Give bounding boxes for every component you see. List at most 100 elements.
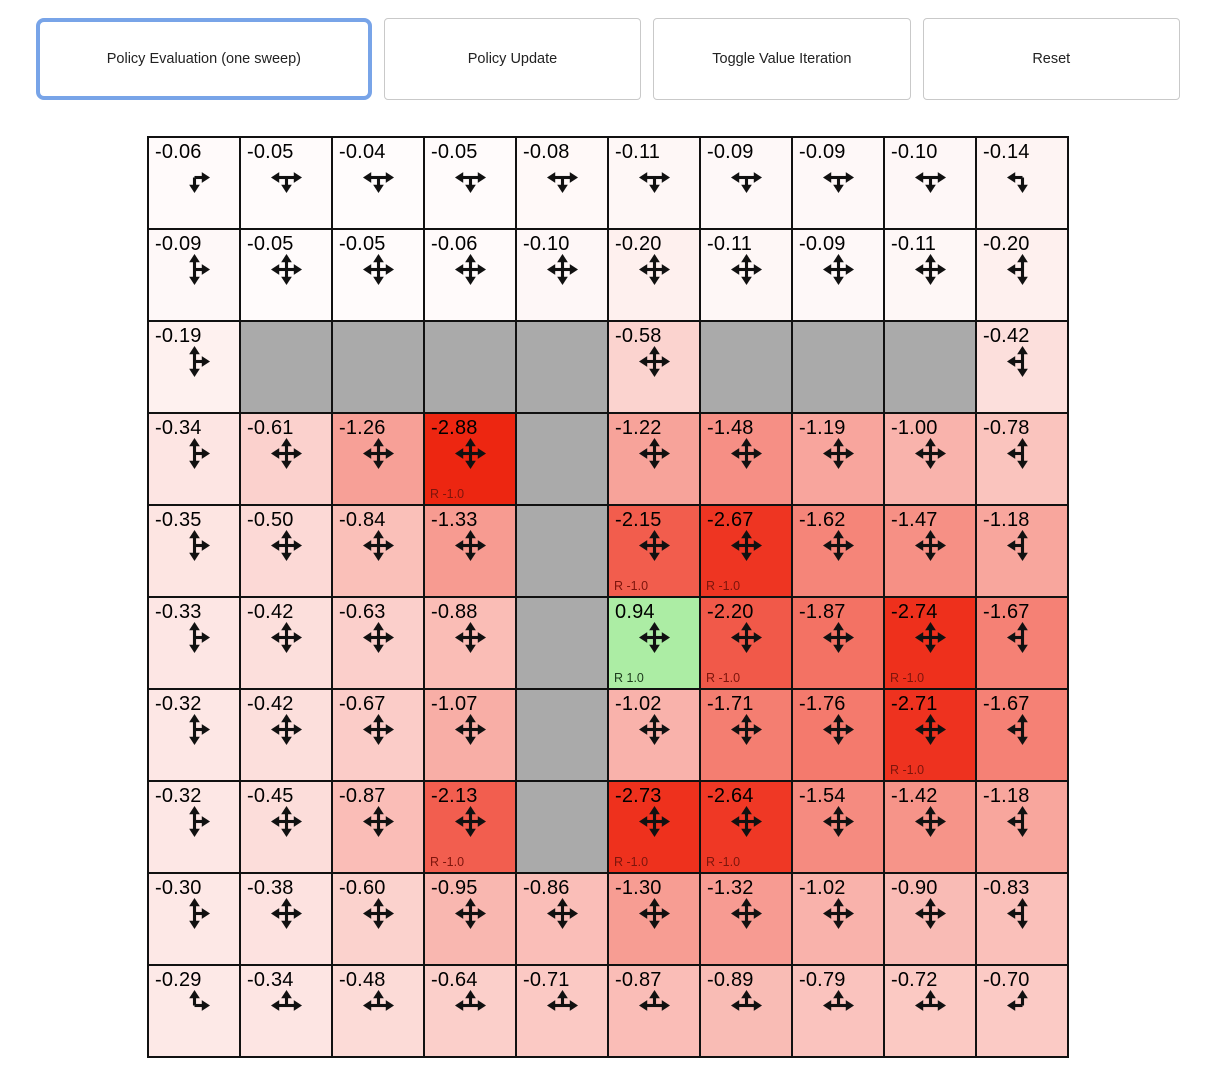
wall-cell-r3c4[interactable] (516, 413, 608, 505)
grid-cell-r6c3[interactable]: -1.07 (424, 689, 516, 781)
grid-cell-r9c3[interactable]: -0.64 (424, 965, 516, 1057)
grid-cell-r3c1[interactable]: -0.61 (240, 413, 332, 505)
grid-cell-r5c2[interactable]: -0.63 (332, 597, 424, 689)
grid-cell-r0c2[interactable]: -0.04 (332, 137, 424, 229)
policy-evaluation-button[interactable]: Policy Evaluation (one sweep) (36, 18, 372, 100)
grid-cell-r1c5[interactable]: -0.20 (608, 229, 700, 321)
grid-cell-r3c7[interactable]: -1.19 (792, 413, 884, 505)
grid-cell-r0c0[interactable]: -0.06 (148, 137, 240, 229)
grid-cell-r5c3[interactable]: -0.88 (424, 597, 516, 689)
grid-cell-r7c7[interactable]: -1.54 (792, 781, 884, 873)
grid-cell-r9c1[interactable]: -0.34 (240, 965, 332, 1057)
grid-cell-r8c0[interactable]: -0.30 (148, 873, 240, 965)
wall-cell-r6c4[interactable] (516, 689, 608, 781)
grid-cell-r6c8[interactable]: -2.71 R -1.0 (884, 689, 976, 781)
grid-cell-r1c3[interactable]: -0.06 (424, 229, 516, 321)
wall-cell-r2c1[interactable] (240, 321, 332, 413)
grid-cell-r8c9[interactable]: -0.83 (976, 873, 1068, 965)
wall-cell-r2c4[interactable] (516, 321, 608, 413)
grid-cell-r4c1[interactable]: -0.50 (240, 505, 332, 597)
grid-cell-r0c6[interactable]: -0.09 (700, 137, 792, 229)
grid-cell-r5c1[interactable]: -0.42 (240, 597, 332, 689)
grid-cell-r9c2[interactable]: -0.48 (332, 965, 424, 1057)
grid-cell-r0c1[interactable]: -0.05 (240, 137, 332, 229)
grid-cell-r5c6[interactable]: -2.20 R -1.0 (700, 597, 792, 689)
grid-cell-r6c1[interactable]: -0.42 (240, 689, 332, 781)
grid-cell-r7c1[interactable]: -0.45 (240, 781, 332, 873)
reset-button[interactable]: Reset (922, 18, 1180, 100)
grid-cell-r9c5[interactable]: -0.87 (608, 965, 700, 1057)
grid-cell-r6c9[interactable]: -1.67 (976, 689, 1068, 781)
grid-cell-r0c7[interactable]: -0.09 (792, 137, 884, 229)
grid-cell-r4c3[interactable]: -1.33 (424, 505, 516, 597)
wall-cell-r2c7[interactable] (792, 321, 884, 413)
grid-cell-r4c9[interactable]: -1.18 (976, 505, 1068, 597)
grid-cell-r7c8[interactable]: -1.42 (884, 781, 976, 873)
toggle-value-iteration-button[interactable]: Toggle Value Iteration (653, 18, 911, 100)
grid-cell-r1c8[interactable]: -0.11 (884, 229, 976, 321)
grid-cell-r0c9[interactable]: -0.14 (976, 137, 1068, 229)
grid-cell-r6c5[interactable]: -1.02 (608, 689, 700, 781)
wall-cell-r2c8[interactable] (884, 321, 976, 413)
grid-cell-r1c7[interactable]: -0.09 (792, 229, 884, 321)
wall-cell-r2c6[interactable] (700, 321, 792, 413)
grid-cell-r3c8[interactable]: -1.00 (884, 413, 976, 505)
grid-cell-r7c9[interactable]: -1.18 (976, 781, 1068, 873)
grid-cell-r5c7[interactable]: -1.87 (792, 597, 884, 689)
grid-cell-r7c3[interactable]: -2.13 R -1.0 (424, 781, 516, 873)
grid-cell-r6c0[interactable]: -0.32 (148, 689, 240, 781)
grid-cell-r1c1[interactable]: -0.05 (240, 229, 332, 321)
grid-cell-r3c0[interactable]: -0.34 (148, 413, 240, 505)
grid-cell-r9c7[interactable]: -0.79 (792, 965, 884, 1057)
grid-cell-r8c3[interactable]: -0.95 (424, 873, 516, 965)
grid-cell-r9c6[interactable]: -0.89 (700, 965, 792, 1057)
grid-cell-r5c9[interactable]: -1.67 (976, 597, 1068, 689)
wall-cell-r2c3[interactable] (424, 321, 516, 413)
grid-cell-r1c0[interactable]: -0.09 (148, 229, 240, 321)
grid-cell-r4c0[interactable]: -0.35 (148, 505, 240, 597)
grid-cell-r8c2[interactable]: -0.60 (332, 873, 424, 965)
grid-cell-r8c4[interactable]: -0.86 (516, 873, 608, 965)
wall-cell-r7c4[interactable] (516, 781, 608, 873)
grid-cell-r3c5[interactable]: -1.22 (608, 413, 700, 505)
grid-cell-r8c7[interactable]: -1.02 (792, 873, 884, 965)
grid-cell-r1c4[interactable]: -0.10 (516, 229, 608, 321)
grid-cell-r3c3[interactable]: -2.88 R -1.0 (424, 413, 516, 505)
grid-cell-r7c2[interactable]: -0.87 (332, 781, 424, 873)
grid-cell-r0c5[interactable]: -0.11 (608, 137, 700, 229)
grid-cell-r4c2[interactable]: -0.84 (332, 505, 424, 597)
grid-cell-r8c5[interactable]: -1.30 (608, 873, 700, 965)
grid-cell-r7c5[interactable]: -2.73 R -1.0 (608, 781, 700, 873)
wall-cell-r2c2[interactable] (332, 321, 424, 413)
grid-cell-r9c9[interactable]: -0.70 (976, 965, 1068, 1057)
grid-cell-r8c1[interactable]: -0.38 (240, 873, 332, 965)
wall-cell-r4c4[interactable] (516, 505, 608, 597)
grid-cell-r5c0[interactable]: -0.33 (148, 597, 240, 689)
grid-cell-r0c4[interactable]: -0.08 (516, 137, 608, 229)
grid-cell-r6c7[interactable]: -1.76 (792, 689, 884, 781)
grid-cell-r8c6[interactable]: -1.32 (700, 873, 792, 965)
grid-cell-r9c4[interactable]: -0.71 (516, 965, 608, 1057)
grid-cell-r9c0[interactable]: -0.29 (148, 965, 240, 1057)
grid-cell-r0c3[interactable]: -0.05 (424, 137, 516, 229)
grid-cell-r6c6[interactable]: -1.71 (700, 689, 792, 781)
grid-cell-r1c6[interactable]: -0.11 (700, 229, 792, 321)
grid-cell-r4c7[interactable]: -1.62 (792, 505, 884, 597)
grid-cell-r2c9[interactable]: -0.42 (976, 321, 1068, 413)
wall-cell-r5c4[interactable] (516, 597, 608, 689)
grid-cell-r0c8[interactable]: -0.10 (884, 137, 976, 229)
grid-cell-r1c2[interactable]: -0.05 (332, 229, 424, 321)
grid-cell-r6c2[interactable]: -0.67 (332, 689, 424, 781)
grid-cell-r1c9[interactable]: -0.20 (976, 229, 1068, 321)
grid-cell-r9c8[interactable]: -0.72 (884, 965, 976, 1057)
grid-cell-r5c8[interactable]: -2.74 R -1.0 (884, 597, 976, 689)
grid-cell-r3c2[interactable]: -1.26 (332, 413, 424, 505)
policy-update-button[interactable]: Policy Update (383, 18, 642, 100)
grid-cell-r4c8[interactable]: -1.47 (884, 505, 976, 597)
grid-cell-r7c6[interactable]: -2.64 R -1.0 (700, 781, 792, 873)
grid-cell-r2c5[interactable]: -0.58 (608, 321, 700, 413)
grid-cell-r8c8[interactable]: -0.90 (884, 873, 976, 965)
grid-cell-r2c0[interactable]: -0.19 (148, 321, 240, 413)
grid-cell-r7c0[interactable]: -0.32 (148, 781, 240, 873)
grid-cell-r3c9[interactable]: -0.78 (976, 413, 1068, 505)
